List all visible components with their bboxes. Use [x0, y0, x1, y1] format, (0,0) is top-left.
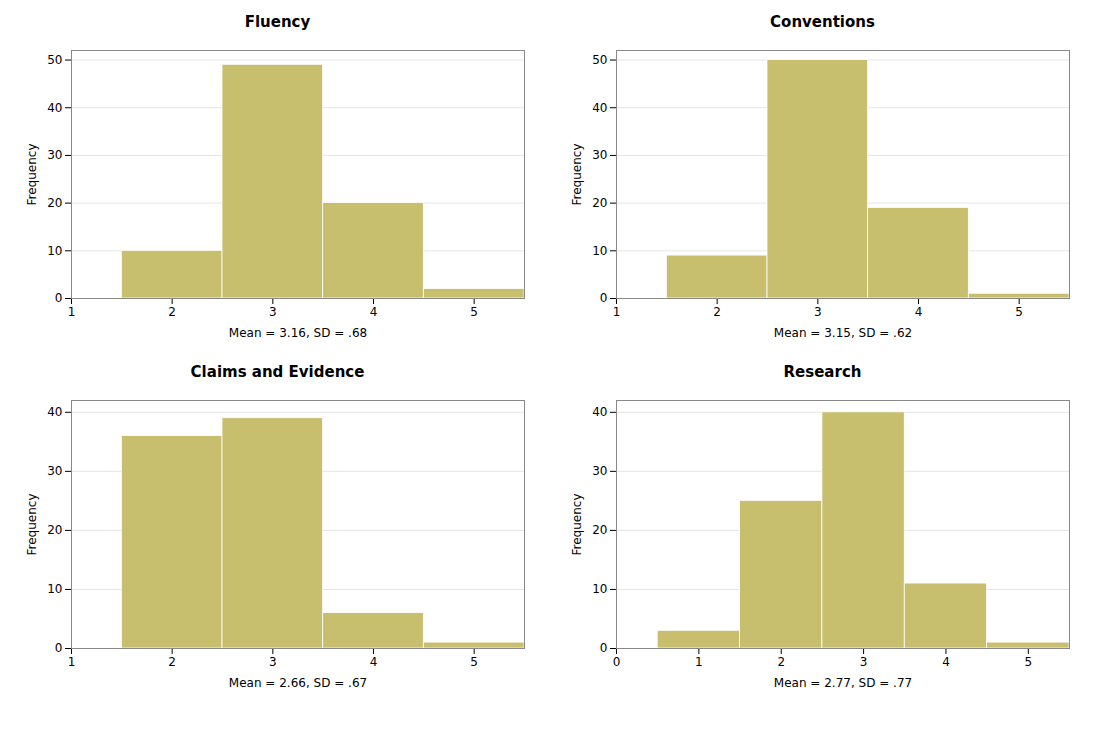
svg-text:10: 10: [592, 244, 607, 258]
svg-text:5: 5: [1024, 655, 1032, 669]
html-text:Conventions: Conventions: [770, 13, 875, 31]
svg-text:0: 0: [55, 291, 63, 305]
svg-text:5: 5: [470, 305, 478, 319]
svg-text:3: 3: [269, 305, 277, 319]
svg-text:4: 4: [370, 655, 378, 669]
svg-text:20: 20: [592, 523, 607, 537]
svg-text:0: 0: [613, 655, 621, 669]
svg-text:0: 0: [600, 291, 608, 305]
svg-text:Frequency: Frequency: [25, 144, 39, 206]
svg-text:Mean = 2.66, SD = .67: Mean = 2.66, SD = .67: [229, 676, 367, 690]
svg-text:10: 10: [47, 244, 62, 258]
svg-text:5: 5: [470, 655, 478, 669]
svg-text:3: 3: [860, 655, 868, 669]
svg-text:4: 4: [942, 655, 950, 669]
svg-text:0: 0: [55, 641, 63, 655]
svg-text:Frequency: Frequency: [570, 494, 584, 556]
svg-text:30: 30: [47, 148, 62, 162]
svg-text:2: 2: [777, 655, 785, 669]
html-text:Fluency: Fluency: [244, 13, 311, 31]
svg-text:20: 20: [592, 196, 607, 210]
svg-text:3: 3: [814, 305, 822, 319]
svg-text:20: 20: [47, 523, 62, 537]
svg-text:0: 0: [600, 641, 608, 655]
html-text:Research: Research: [783, 363, 862, 381]
svg-text:50: 50: [592, 53, 607, 67]
svg-text:2: 2: [168, 305, 176, 319]
svg-text:40: 40: [592, 405, 607, 419]
svg-text:5: 5: [1015, 305, 1023, 319]
svg-text:Mean = 3.16, SD = .68: Mean = 3.16, SD = .68: [229, 326, 367, 340]
svg-text:30: 30: [47, 464, 62, 478]
svg-text:40: 40: [47, 101, 62, 115]
svg-text:20: 20: [47, 196, 62, 210]
svg-text:4: 4: [370, 305, 378, 319]
svg-text:40: 40: [47, 405, 62, 419]
svg-text:Frequency: Frequency: [570, 144, 584, 206]
svg-text:2: 2: [713, 305, 721, 319]
svg-text:4: 4: [915, 305, 923, 319]
svg-text:1: 1: [68, 655, 76, 669]
svg-text:1: 1: [695, 655, 703, 669]
svg-text:Frequency: Frequency: [25, 494, 39, 556]
svg-text:2: 2: [168, 655, 176, 669]
svg-text:1: 1: [68, 305, 76, 319]
svg-text:40: 40: [592, 101, 607, 115]
html-text:Claims and Evidence: Claims and Evidence: [190, 363, 365, 381]
svg-text:10: 10: [47, 582, 62, 596]
svg-text:1: 1: [613, 305, 621, 319]
svg-text:30: 30: [592, 148, 607, 162]
svg-text:10: 10: [592, 582, 607, 596]
svg-text:Mean = 2.77, SD = .77: Mean = 2.77, SD = .77: [774, 676, 912, 690]
svg-text:3: 3: [269, 655, 277, 669]
svg-text:50: 50: [47, 53, 62, 67]
svg-text:Mean = 3.15, SD = .62: Mean = 3.15, SD = .62: [774, 326, 912, 340]
svg-text:30: 30: [592, 464, 607, 478]
